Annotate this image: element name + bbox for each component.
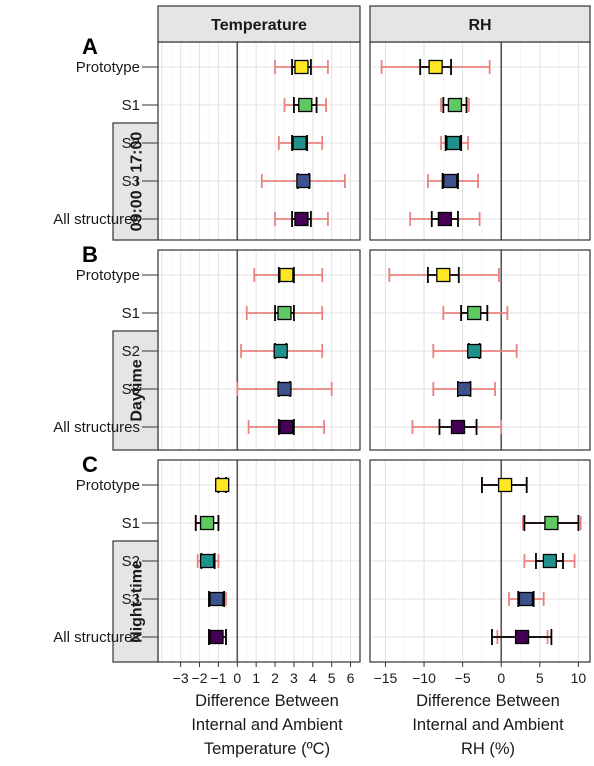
category-label: S2 <box>122 135 140 152</box>
row-strip-label: 09:00 – 17:00 <box>129 132 146 232</box>
mean-points <box>199 59 559 645</box>
category-label: S1 <box>122 97 140 114</box>
x-tick-label: −15 <box>374 670 398 686</box>
panel-background <box>370 42 590 240</box>
facet-strip <box>369 5 591 43</box>
mean-point <box>209 591 224 607</box>
category-label: All structures <box>53 419 140 436</box>
mean-point <box>199 553 215 569</box>
facet-strip-label: RH <box>468 17 491 34</box>
category-label: All structures <box>53 629 140 646</box>
mean-point <box>279 267 294 283</box>
panel-letter: A <box>82 34 98 59</box>
mean-point <box>467 305 482 321</box>
x-tick-label: −5 <box>455 670 471 686</box>
category-label: S3 <box>122 381 140 398</box>
mean-point <box>298 97 313 113</box>
x-tick-label: −3 <box>173 670 189 686</box>
x-tick-label: 10 <box>571 670 587 686</box>
mean-point <box>446 135 461 151</box>
facet-strips: Temperature RH <box>157 5 591 43</box>
zero-reference-lines <box>236 42 503 662</box>
category-label: S3 <box>122 591 140 608</box>
mean-point <box>273 343 288 359</box>
x-tick-label: −2 <box>192 670 208 686</box>
mean-point <box>292 135 307 151</box>
x-tick-label: 6 <box>347 670 355 686</box>
x-tick-label: 4 <box>309 670 317 686</box>
mean-point <box>215 477 230 493</box>
category-label: Prototype <box>76 267 140 284</box>
mean-point <box>443 173 458 189</box>
mean-point <box>542 553 558 569</box>
category-label: All structures <box>53 211 140 228</box>
x-axis-title: Difference Between <box>195 692 339 710</box>
category-label: S1 <box>122 515 140 532</box>
facet-strip-label: Temperature <box>211 17 307 34</box>
panel-letter: C <box>82 452 98 477</box>
mean-point <box>497 477 513 493</box>
mean-point <box>544 515 559 531</box>
panel-frame <box>369 249 591 451</box>
panel-letters: A B C <box>82 34 98 477</box>
panel-background <box>158 42 360 240</box>
mean-point <box>436 267 451 283</box>
category-label: Prototype <box>76 59 140 76</box>
x-tick-label: 0 <box>233 670 241 686</box>
category-label: Prototype <box>76 477 140 494</box>
mean-point <box>277 305 292 321</box>
mean-point <box>294 211 309 227</box>
x-tick-label: −10 <box>412 670 436 686</box>
mean-point <box>450 419 466 435</box>
mean-point <box>279 419 294 435</box>
category-label: S3 <box>122 173 140 190</box>
x-tick-label: 2 <box>271 670 279 686</box>
row-strip-label: Daytime <box>129 359 146 421</box>
panel-frame <box>369 459 591 663</box>
mean-point <box>199 515 215 531</box>
x-axis-title: Internal and Ambient <box>412 716 564 734</box>
mean-point <box>447 97 463 113</box>
panel-background <box>158 250 360 450</box>
x-tick-label: 1 <box>252 670 260 686</box>
category-label: S2 <box>122 343 140 360</box>
x-axis-title: Temperature (ºC) <box>204 740 330 758</box>
x-tick-label: 5 <box>328 670 336 686</box>
category-label: S2 <box>122 553 140 570</box>
panel-backgrounds <box>158 42 590 662</box>
category-label: S1 <box>122 305 140 322</box>
mean-point <box>467 343 482 359</box>
mean-point <box>296 173 311 189</box>
x-tick-label: 0 <box>497 670 505 686</box>
mean-point <box>514 629 530 645</box>
mean-point <box>428 59 443 75</box>
mean-point <box>209 629 224 645</box>
x-tick-label: 5 <box>536 670 544 686</box>
category-labels: Prototype S1 S2 S3 All structures Prototype S1… <box>53 59 158 646</box>
mean-point <box>294 59 309 75</box>
x-axis-title: Difference Between <box>416 692 560 710</box>
mean-point <box>457 381 472 397</box>
mean-point <box>277 381 292 397</box>
x-tick-label: 3 <box>290 670 298 686</box>
facet-strip <box>157 5 361 43</box>
mean-point <box>518 591 534 607</box>
x-tick-label: −1 <box>210 670 226 686</box>
row-strip-label: Night–time <box>129 560 146 643</box>
x-axis-title: Internal and Ambient <box>191 716 343 734</box>
panel-letter: B <box>82 242 98 267</box>
x-axis-title: RH (%) <box>461 740 515 758</box>
mean-point <box>437 211 453 227</box>
